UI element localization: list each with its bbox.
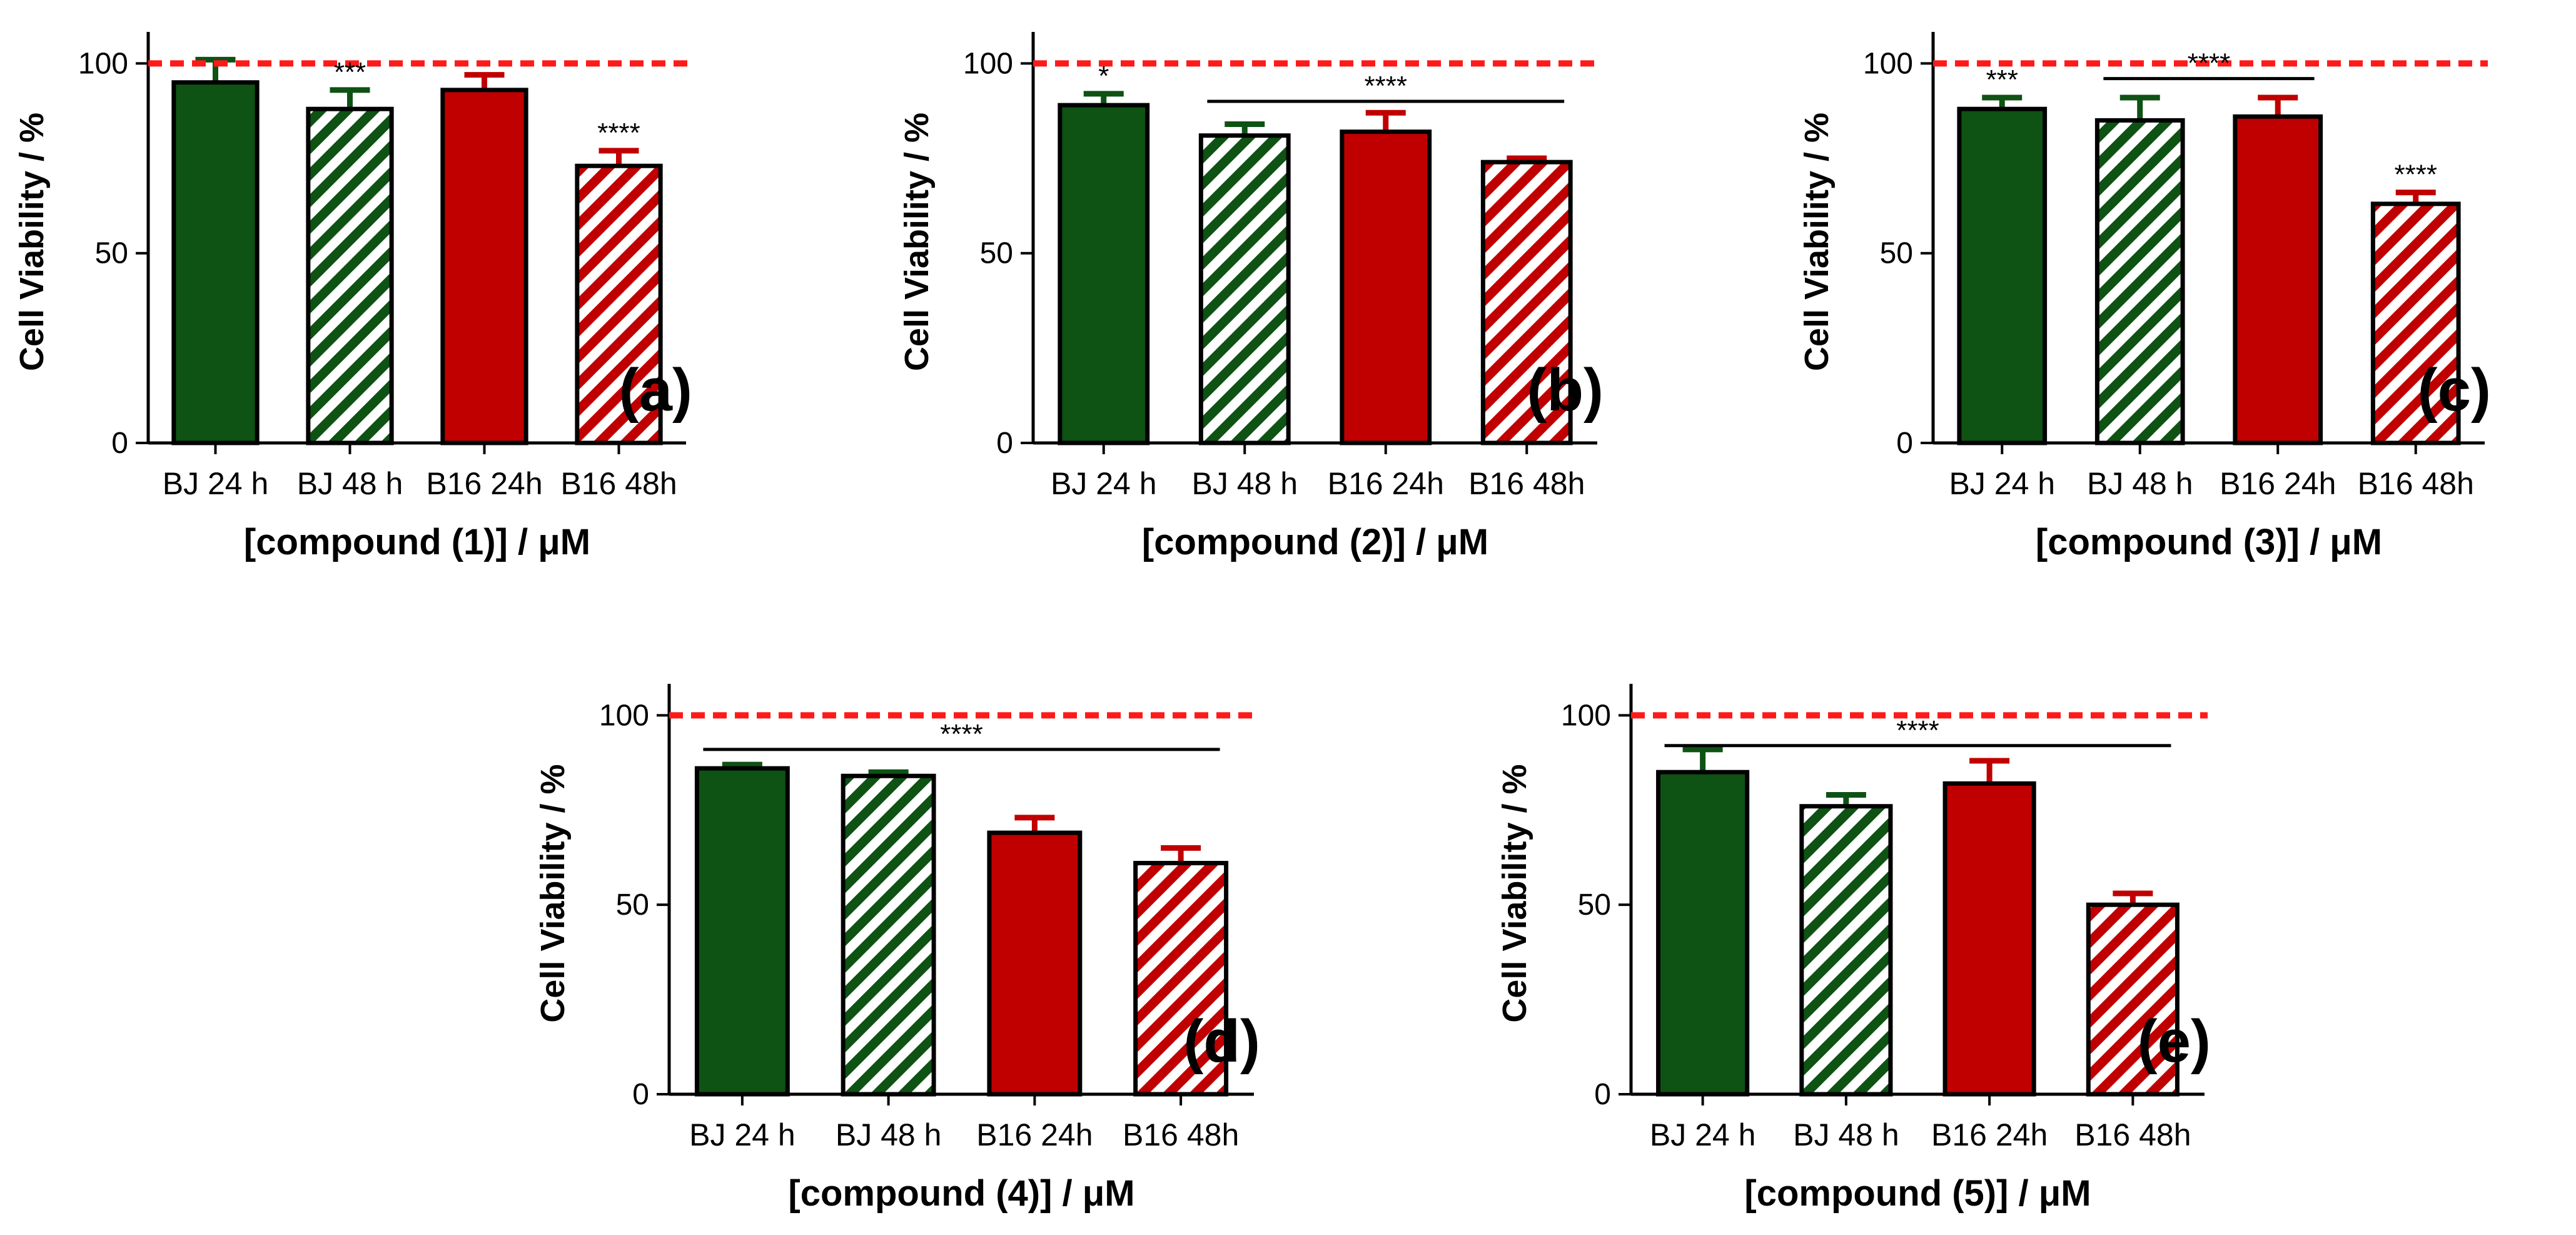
x-tick-label: B16 48h xyxy=(560,466,677,501)
x-tick-label: B16 24h xyxy=(2220,466,2336,501)
x-tick-label: B16 48h xyxy=(2074,1117,2191,1152)
bar xyxy=(1799,804,1893,1097)
y-tick-label: 0 xyxy=(1896,427,1913,460)
panel-label: (c) xyxy=(2418,357,2491,424)
y-tick-label: 0 xyxy=(996,427,1013,460)
x-tick-label: BJ 48 h xyxy=(297,466,403,501)
significance-label: *** xyxy=(334,57,366,88)
y-tick-label: 50 xyxy=(616,888,649,922)
bar xyxy=(1133,861,1229,1097)
y-tick-label: 0 xyxy=(111,427,128,460)
x-tick-label: BJ 48 h xyxy=(2087,466,2193,501)
chart-panel-d: 0 50 100 BJ 24 h BJ 48 h B16 24h B16 48h **** Ce… xyxy=(534,684,1260,1214)
y-tick-label: 100 xyxy=(78,47,128,80)
y-axis-title: Cell Viability / % xyxy=(1798,113,1836,371)
bar xyxy=(575,163,663,445)
y-axis-title: Cell Viability / % xyxy=(13,113,51,371)
bar xyxy=(306,106,394,445)
bar xyxy=(2233,114,2323,445)
significance-label: **** xyxy=(597,118,640,148)
significance-label: **** xyxy=(940,719,983,750)
x-tick-label: B16 24h xyxy=(426,466,542,501)
significance-label: *** xyxy=(1986,64,2018,95)
x-tick-label: B16 24h xyxy=(1328,466,1444,501)
x-tick-label: BJ 48 h xyxy=(836,1117,942,1152)
bar xyxy=(987,830,1083,1097)
bar xyxy=(1058,103,1150,445)
x-tick-label: BJ 48 h xyxy=(1191,466,1298,501)
x-axis-title: [compound (3)] / μM xyxy=(2036,522,2382,562)
y-tick-label: 100 xyxy=(599,699,649,732)
x-tick-label: B16 48h xyxy=(1468,466,1585,501)
y-tick-label: 100 xyxy=(963,47,1013,80)
y-tick-label: 50 xyxy=(1578,888,1611,922)
y-tick-label: 50 xyxy=(1880,237,1913,270)
x-tick-label: B16 24h xyxy=(976,1117,1093,1152)
bar xyxy=(440,88,528,445)
bar xyxy=(1957,106,2048,445)
x-tick-label: BJ 24 h xyxy=(1051,466,1157,501)
significance-label: **** xyxy=(1896,715,1939,746)
bar xyxy=(1198,133,1291,445)
x-tick-label: B16 24h xyxy=(1931,1117,2048,1152)
y-axis-title: Cell Viability / % xyxy=(534,764,572,1022)
panel-label: (d) xyxy=(1183,1008,1260,1075)
x-tick-label: B16 48h xyxy=(1123,1117,1239,1152)
y-tick-label: 100 xyxy=(1863,47,1913,80)
y-tick-label: 50 xyxy=(95,237,128,270)
y-axis-title: Cell Viability / % xyxy=(1496,764,1533,1022)
bar xyxy=(2094,118,2185,445)
bar xyxy=(171,80,260,445)
significance-label: * xyxy=(1098,61,1109,91)
y-tick-label: 100 xyxy=(1561,699,1611,732)
x-axis-title: [compound (4)] / μM xyxy=(788,1173,1134,1214)
bar xyxy=(1480,160,1573,445)
y-axis-title: Cell Viability / % xyxy=(898,113,936,371)
bar xyxy=(2086,902,2179,1097)
y-tick-label: 0 xyxy=(632,1078,649,1111)
bar xyxy=(2370,201,2461,445)
bar xyxy=(1942,781,2036,1097)
bar xyxy=(841,773,936,1097)
panel-label: (a) xyxy=(619,357,692,424)
bar xyxy=(1340,130,1432,445)
significance-label: **** xyxy=(2188,48,2231,79)
bar xyxy=(694,766,790,1097)
bar xyxy=(1656,770,1750,1097)
chart-panel-e: 0 50 100 BJ 24 h BJ 48 h B16 24h B16 48h **** Ce… xyxy=(1496,684,2211,1214)
x-tick-label: BJ 24 h xyxy=(1949,466,2055,501)
x-tick-label: BJ 24 h xyxy=(163,466,269,501)
x-axis-title: [compound (5)] / μM xyxy=(1744,1173,2091,1214)
x-tick-label: BJ 48 h xyxy=(1793,1117,1899,1152)
x-axis-title: [compound (1)] / μM xyxy=(244,522,590,562)
significance-label: **** xyxy=(2395,160,2438,190)
y-tick-label: 0 xyxy=(1594,1078,1611,1111)
panel-label: (e) xyxy=(2138,1008,2211,1075)
significance-label: **** xyxy=(1365,71,1408,101)
panel-label: (b) xyxy=(1527,357,1604,424)
x-tick-label: BJ 24 h xyxy=(1650,1117,1756,1152)
x-tick-label: B16 48h xyxy=(2358,466,2474,501)
y-tick-label: 50 xyxy=(980,237,1013,270)
x-axis-title: [compound (2)] / μM xyxy=(1142,522,1488,562)
x-tick-label: BJ 24 h xyxy=(689,1117,796,1152)
